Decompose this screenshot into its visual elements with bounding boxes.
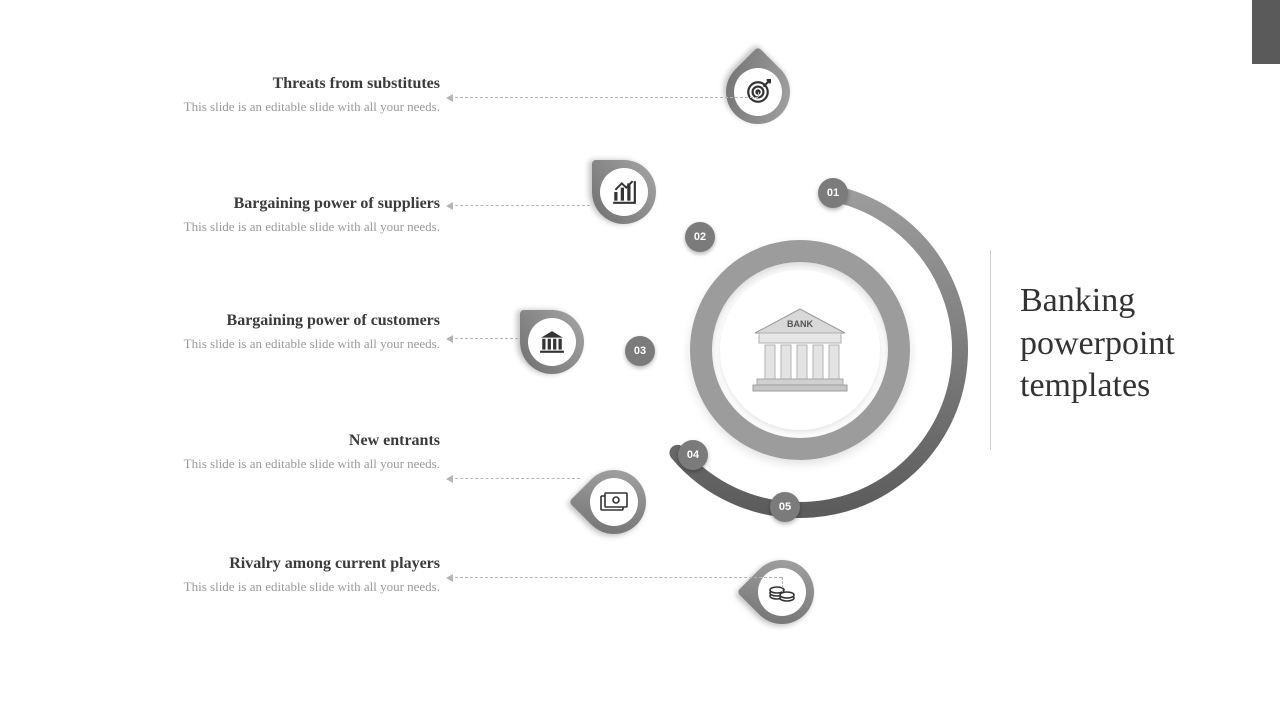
pin-05 <box>750 560 814 624</box>
connector <box>450 478 580 479</box>
item-02: Bargaining power of suppliers This slide … <box>60 195 440 235</box>
arc-node-05: 05 <box>770 492 800 522</box>
item-subtext: This slide is an editable slide with all… <box>60 219 440 235</box>
arc-node-03: 03 <box>625 336 655 366</box>
item-heading: Rivalry among current players <box>60 555 440 573</box>
connector <box>450 338 518 339</box>
slide-title: Banking powerpoint templates <box>1020 280 1260 408</box>
bank-icon: BANK <box>745 305 855 395</box>
item-subtext: This slide is an editable slide with all… <box>60 99 440 115</box>
arc-node-04: 04 <box>678 440 708 470</box>
pin-03 <box>520 310 584 374</box>
item-04: New entrants This slide is an editable sl… <box>60 432 440 472</box>
item-05: Rivalry among current players This slide … <box>60 555 440 595</box>
item-03: Bargaining power of customers This slide … <box>60 312 440 352</box>
arc-node-01: 01 <box>818 178 848 208</box>
item-heading: Bargaining power of suppliers <box>60 195 440 213</box>
item-subtext: This slide is an editable slide with all… <box>60 579 440 595</box>
item-subtext: This slide is an editable slide with all… <box>60 336 440 352</box>
cash-icon <box>600 492 628 512</box>
connector <box>450 205 590 206</box>
building-icon <box>539 329 565 355</box>
title-divider <box>990 250 991 450</box>
item-heading: New entrants <box>60 432 440 450</box>
corner-accent <box>1252 0 1280 64</box>
item-heading: Bargaining power of customers <box>60 312 440 330</box>
bank-label: BANK <box>787 319 813 329</box>
item-heading: Threats from substitutes <box>60 75 440 93</box>
center-circle: BANK <box>720 270 880 430</box>
item-subtext: This slide is an editable slide with all… <box>60 456 440 472</box>
banking-slide: Banking powerpoint templates BANK 01 02 … <box>0 0 1280 720</box>
pin-04 <box>582 470 646 534</box>
chart-icon <box>611 179 637 205</box>
arc-node-02: 02 <box>685 222 715 252</box>
item-01: Threats from substitutes This slide is an… <box>60 75 440 115</box>
pin-02 <box>592 160 656 224</box>
